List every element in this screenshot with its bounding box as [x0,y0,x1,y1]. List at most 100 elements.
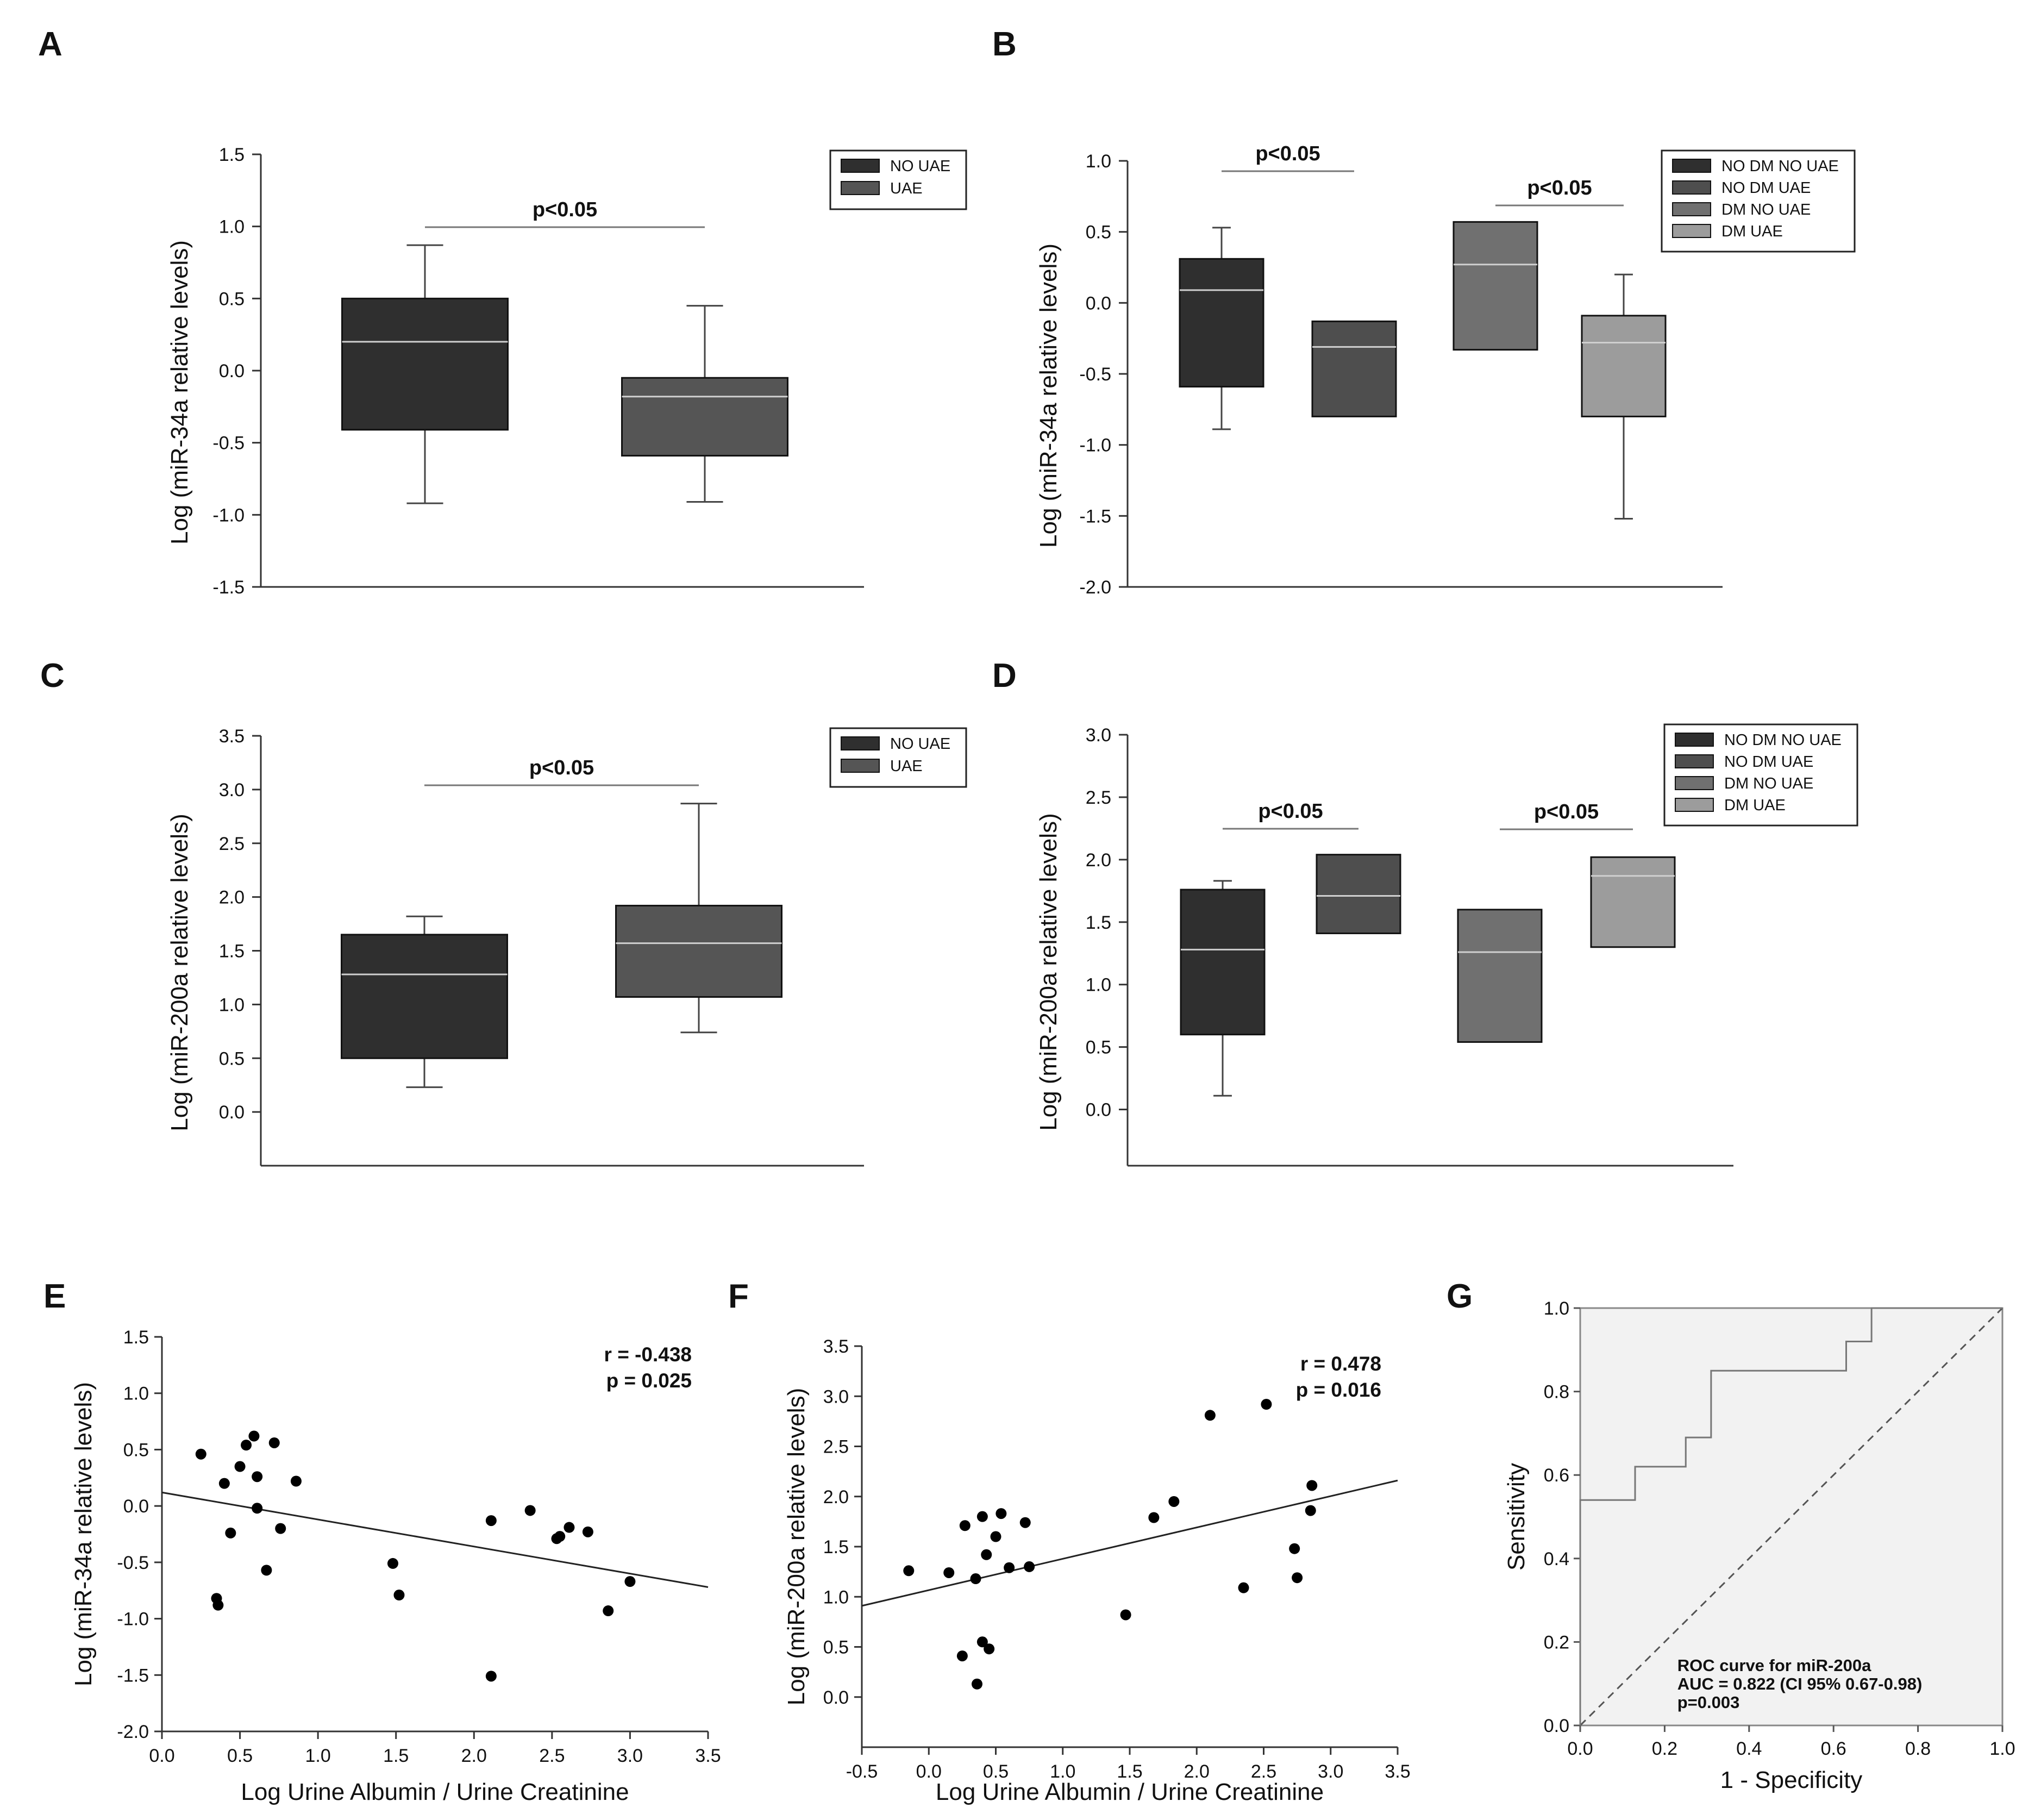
roc-annotation: p=0.003 [1677,1693,1740,1712]
legend-swatch [1675,776,1714,790]
panel-label-A: A [38,26,62,63]
y-tick-label: -1.0 [117,1609,149,1630]
legend-label: NO DM UAE [1724,753,1813,771]
data-point [943,1567,955,1578]
y-tick-label: -1.5 [212,577,245,598]
box-no-dm-no-uae [1180,889,1266,1036]
data-point [248,1430,260,1442]
y-tick-label: 0.2 [1544,1632,1569,1653]
data-point [976,1511,988,1522]
y-axis-label: Sensitivity [1503,1463,1530,1571]
legend-label: DM NO UAE [1721,201,1811,218]
data-point [1305,1505,1316,1516]
y-tick-label: 0.0 [823,1687,849,1708]
legend-swatch [841,181,880,195]
x-tick-label: 2.0 [1184,1761,1210,1782]
panel-label-F: F [728,1278,749,1315]
significance-label: p<0.05 [529,756,594,779]
legend-label: NO UAE [890,158,950,175]
data-point [959,1520,971,1531]
y-tick-label: 0.5 [219,289,245,309]
chart-A: -1.5 -1.0 -0.5 0.0 0.5 1.0 1.5 Log (miR-34a rel… [166,145,967,598]
data-point [1019,1517,1031,1528]
roc-annotation: ROC curve for miR-200a [1677,1656,1871,1675]
legend-swatch [1675,733,1714,747]
y-tick-label: 1.5 [123,1327,149,1348]
data-point [1168,1496,1180,1507]
y-tick-label: 0.0 [219,1102,245,1123]
box-uae [621,377,788,457]
data-point [990,1531,1001,1542]
data-point [241,1440,252,1451]
y-tick-label: 0.5 [123,1440,149,1460]
x-tick-label: 1.5 [1117,1761,1142,1782]
data-point [1004,1562,1015,1573]
chart-F: 0.0 0.5 1.0 1.5 2.0 2.5 3.0 3.5 -0.5 0.0 0.5 1.0 1.5… [783,1336,1411,1805]
significance-label: p<0.05 [1534,800,1599,823]
data-point [275,1523,286,1534]
panel-label-D: D [992,657,1017,695]
y-tick-label: 0.6 [1544,1465,1569,1486]
panel-label-B: B [992,26,1017,63]
panel-label-G: G [1447,1278,1473,1315]
plot-area [1579,1307,2004,1727]
y-tick-label: 1.5 [219,941,245,962]
y-tick-label: 1.5 [823,1537,849,1558]
y-tick-label: 2.0 [823,1487,849,1508]
y-tick-label: 1.0 [1086,151,1111,172]
data-point [956,1650,968,1662]
x-tick-label: 0.4 [1736,1738,1762,1759]
y-tick-label: 1.0 [823,1587,849,1608]
y-tick-label: 0.5 [1086,1037,1111,1058]
y-tick-label: -2.0 [1079,577,1111,598]
y-tick-label: 0.5 [1086,222,1111,243]
x-tick-label: 1.0 [305,1746,331,1766]
y-tick-label: 0.8 [1544,1382,1569,1403]
chart-D: 0.0 0.5 1.0 1.5 2.0 2.5 3.0 Log (miR-200a relat… [1035,723,1858,1167]
x-tick-label: 0.2 [1652,1738,1677,1759]
x-tick-label: 0.0 [916,1761,942,1782]
y-tick-label: 0.0 [123,1496,149,1517]
chart-E: -2.0 -1.5 -1.0 -0.5 0.0 0.5 1.0 1.5 0.0 0.5 1.0 1.5… [70,1327,721,1805]
y-tick-label: 1.0 [1544,1298,1569,1319]
x-axis-label: Log Urine Albumin / Urine Creatinine [241,1779,629,1805]
box-uae [615,904,782,998]
significance-label: p<0.05 [1527,177,1592,199]
box-no-dm-uae [1311,320,1397,417]
x-tick-label: 3.0 [1318,1761,1343,1782]
box-dm-uae [1590,856,1676,948]
box-no-dm-uae [1316,854,1401,934]
y-axis-label: Log (miR-34a relative levels) [166,240,193,545]
data-point [1306,1480,1318,1491]
y-tick-label: -1.0 [212,505,245,526]
legend-swatch [1675,754,1714,768]
data-point [981,1549,992,1560]
legend-label: DM UAE [1721,223,1783,240]
chart-C: 0.0 0.5 1.0 1.5 2.0 2.5 3.0 3.5 Log (miR-200a re… [166,726,967,1167]
data-point [524,1505,536,1516]
data-point [564,1522,575,1533]
legend-label: UAE [890,758,923,775]
x-tick-label: 3.5 [695,1746,721,1766]
y-tick-label: 2.0 [1086,850,1111,871]
x-tick-label: 0.0 [149,1746,174,1766]
data-point [603,1605,614,1617]
y-tick-label: -1.5 [117,1665,149,1686]
data-point [903,1565,915,1577]
y-tick-label: 3.5 [823,1336,849,1357]
data-point [624,1576,636,1587]
data-point [252,1471,263,1483]
regression-line [861,1479,1398,1607]
data-point [225,1527,236,1538]
x-tick-label: 2.5 [1251,1761,1276,1782]
data-point [1292,1572,1303,1584]
y-tick-label: 0.0 [1086,293,1111,314]
data-point [485,1515,497,1527]
y-tick-label: 2.5 [219,834,245,854]
y-tick-label: 0.0 [219,361,245,381]
legend-swatch [841,159,880,173]
data-point [485,1671,497,1682]
y-tick-label: 1.0 [123,1384,149,1404]
data-point [996,1508,1007,1519]
